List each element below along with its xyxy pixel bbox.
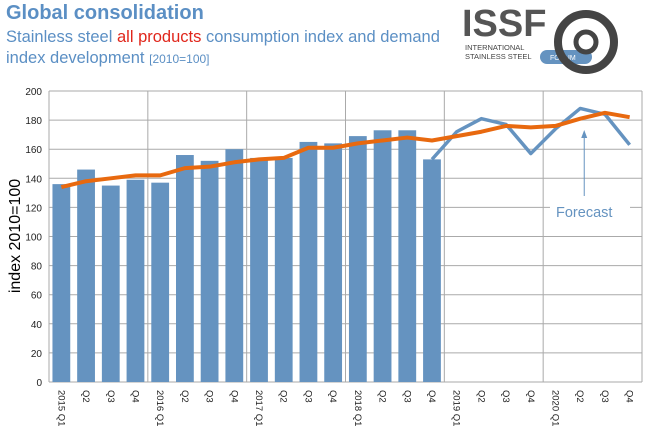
- logo-ring: [554, 10, 618, 74]
- x-tick-label: Q3: [500, 390, 511, 403]
- bar: [250, 157, 268, 382]
- bar: [52, 184, 71, 382]
- x-tick-label: 2020 Q1: [550, 390, 561, 426]
- forecast-arrowhead: [581, 130, 588, 138]
- x-tick-label: Q2: [278, 390, 289, 403]
- y-tick-label: 160: [25, 145, 42, 156]
- x-tick-label: Q4: [624, 390, 635, 403]
- bar: [200, 160, 219, 382]
- x-tick-label: Q4: [426, 390, 437, 403]
- x-tick-label: 2018 Q1: [352, 390, 363, 426]
- y-tick-label: 20: [31, 349, 43, 360]
- x-tick-label: 2017 Q1: [253, 390, 264, 426]
- y-tick-label: 140: [25, 174, 42, 185]
- x-tick-label: Q3: [204, 390, 215, 403]
- forecast-annotation: Forecast: [556, 205, 612, 221]
- x-tick-label: Q4: [129, 390, 140, 403]
- y-tick-label: 80: [31, 262, 43, 273]
- x-tick-label: Q3: [599, 390, 610, 403]
- y-tick-label: 60: [31, 291, 43, 302]
- x-tick-label: Q3: [105, 390, 116, 403]
- subtitle-note: [2010=100]: [149, 52, 210, 66]
- logo-line1: INTERNATIONAL: [465, 43, 524, 52]
- bar: [225, 149, 244, 382]
- annotation-bg: [550, 201, 630, 221]
- x-tick-label: Q4: [228, 390, 239, 403]
- y-tick-label: 180: [25, 116, 42, 127]
- logo-text: ISSF: [462, 3, 546, 45]
- x-tick-label: 2015 Q1: [55, 390, 66, 426]
- bar: [151, 182, 170, 382]
- y-tick-label: 120: [25, 203, 42, 214]
- x-tick-label: 2019 Q1: [451, 390, 462, 426]
- y-tick-label: 100: [25, 233, 42, 244]
- bar: [324, 143, 343, 382]
- chart-title: Global consolidation: [6, 2, 204, 24]
- bar: [126, 179, 145, 382]
- y-axis-label: index 2010=100: [7, 179, 24, 293]
- x-tick-label: Q3: [401, 390, 412, 403]
- subtitle-post: consumption index and demand index devel…: [6, 28, 440, 67]
- x-tick-label: Q2: [574, 390, 585, 403]
- y-tick-label: 200: [25, 87, 42, 98]
- bar: [77, 169, 95, 382]
- bar: [176, 155, 194, 382]
- subtitle-pre: Stainless steel: [6, 28, 117, 46]
- bar: [299, 141, 318, 382]
- y-tick-label: 0: [36, 378, 42, 389]
- bar: [274, 157, 293, 382]
- x-tick-label: Q2: [80, 390, 91, 403]
- x-tick-label: Q4: [327, 390, 338, 403]
- logo-line2: STAINLESS STEEL: [465, 52, 532, 61]
- bar: [423, 159, 441, 382]
- chart-subtitle: Stainless steel all products consumption…: [6, 27, 476, 70]
- x-tick-label: Q4: [525, 390, 536, 403]
- x-tick-label: 2016 Q1: [154, 390, 165, 426]
- x-tick-label: Q3: [302, 390, 313, 403]
- x-tick-label: Q2: [475, 390, 486, 403]
- logo-center: [573, 29, 599, 55]
- y-tick-label: 40: [31, 320, 43, 331]
- subtitle-highlight: all products: [116, 28, 202, 46]
- bar: [101, 185, 120, 382]
- forecast-line: [430, 106, 632, 161]
- issf-logo: ISSF INTERNATIONAL STAINLESS STEEL FORUM: [462, 3, 618, 74]
- x-tick-label: Q2: [179, 390, 190, 403]
- trend-line: [60, 110, 630, 189]
- x-tick-label: Q2: [377, 390, 388, 403]
- bar: [348, 136, 367, 382]
- bar: [398, 130, 417, 382]
- bar: [373, 130, 392, 382]
